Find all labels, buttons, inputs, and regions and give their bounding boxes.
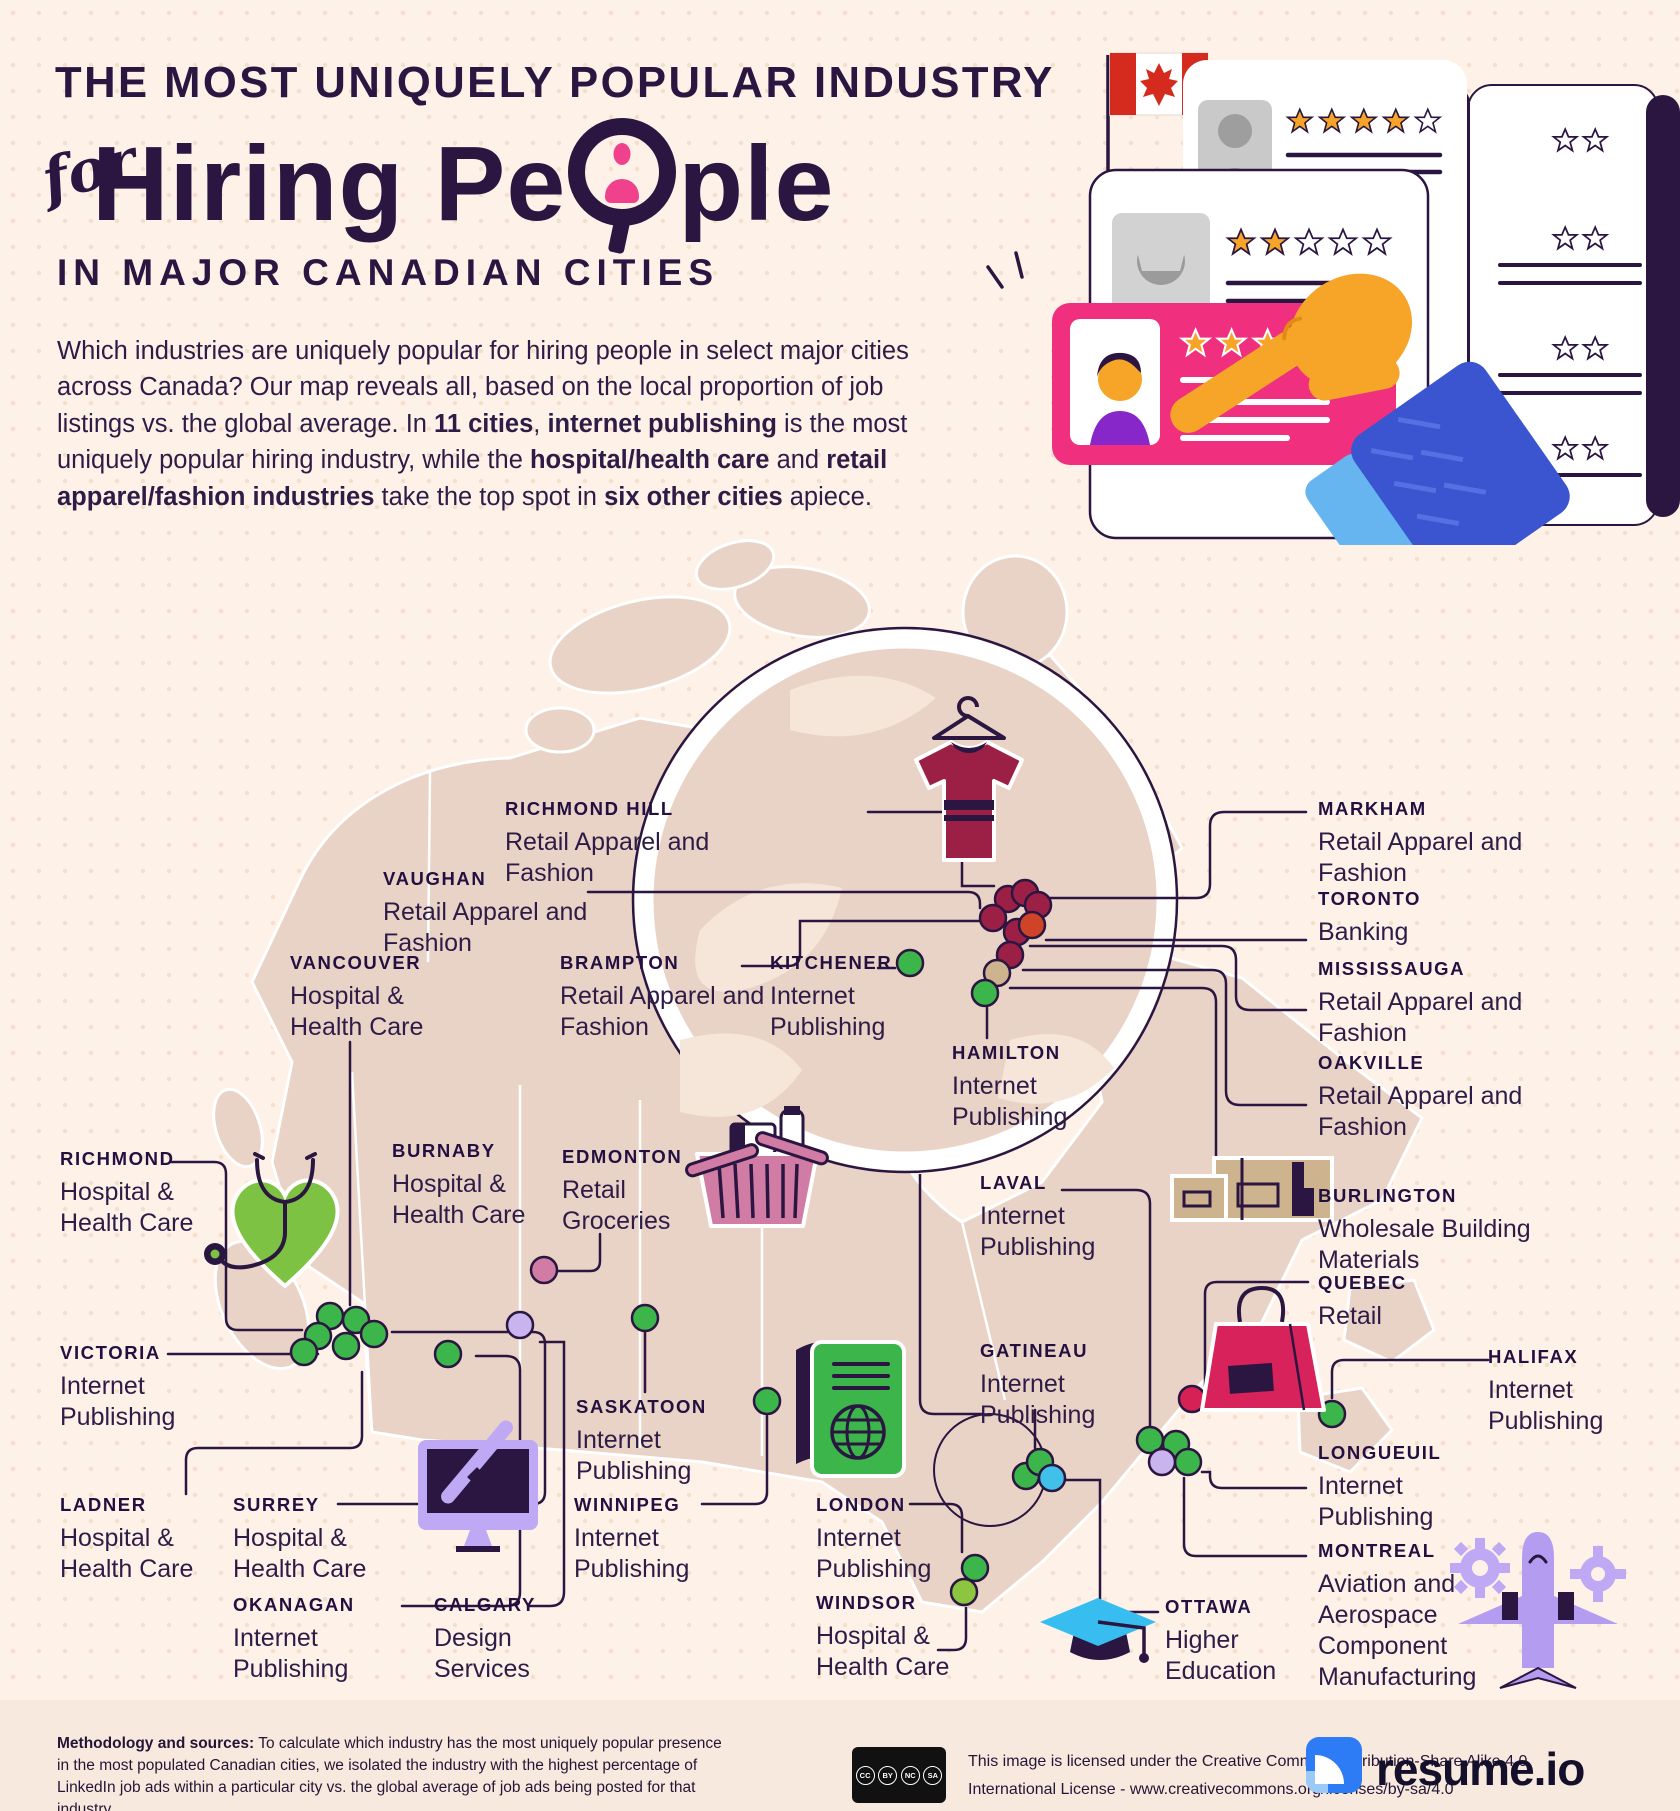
spark-icon bbox=[986, 251, 1024, 289]
connector-longueuil bbox=[1200, 1470, 1308, 1490]
city-label-montreal: MONTREAL Aviation and Aerospace Component… bbox=[1318, 1540, 1477, 1691]
city-label-edmonton: EDMONTON Retail Groceries bbox=[562, 1146, 683, 1235]
toronto-inset-circle bbox=[631, 626, 1179, 1174]
city-dot-ladner bbox=[331, 1331, 361, 1361]
city-label-mississauga: MISSISSAUGA Retail Apparel and Fashion bbox=[1318, 958, 1523, 1047]
city-label-halifax: HALIFAX Internet Publishing bbox=[1488, 1346, 1604, 1435]
aerospace-plane-icon bbox=[1450, 1532, 1626, 1689]
city-label-surrey: SURREY Hospital & Health Care bbox=[233, 1494, 367, 1583]
city-label-brampton: BRAMPTON Retail Apparel and Fashion bbox=[560, 952, 765, 1041]
city-dot-kitchener bbox=[895, 948, 925, 978]
connector-quebec bbox=[1203, 1280, 1310, 1388]
shopping-bag-icon bbox=[1200, 1285, 1326, 1412]
connector-winnipeg bbox=[700, 1414, 769, 1506]
title-hiring-people: Hiring Pe ple bbox=[92, 118, 834, 245]
methodology-text: Methodology and sources: To calculate wh… bbox=[57, 1735, 722, 1811]
city-label-quebec: QUEBEC Retail bbox=[1318, 1272, 1407, 1330]
city-label-richmond: RICHMOND Hospital & Health Care bbox=[60, 1148, 194, 1237]
city-label-vaughan: VAUGHAN Retail Apparel and Fashion bbox=[383, 868, 588, 957]
resume-io-logo-icon bbox=[1306, 1737, 1362, 1793]
city-dot-edmonton bbox=[529, 1255, 559, 1285]
pointing-hand-icon bbox=[1170, 273, 1570, 545]
city-label-vancouver: VANCOUVER Hospital & Health Care bbox=[290, 952, 424, 1041]
city-label-burlington: BURLINGTON Wholesale Building Materials bbox=[1318, 1185, 1531, 1274]
connector-markham bbox=[1048, 810, 1308, 900]
connector-mississauga bbox=[1028, 944, 1308, 1012]
connector-brampton bbox=[740, 919, 981, 968]
intro-paragraph: Which industries are uniquely popular fo… bbox=[57, 337, 909, 511]
passport-icon bbox=[796, 1340, 906, 1478]
city-dot-toronto bbox=[1017, 910, 1047, 940]
city-dot-windsor bbox=[949, 1577, 979, 1607]
connector-laval bbox=[1060, 1188, 1152, 1428]
city-label-okanagan: OKANAGAN Internet Publishing bbox=[233, 1594, 355, 1683]
city-dot-montreal-green bbox=[1173, 1447, 1203, 1477]
gear-icon bbox=[1450, 1538, 1510, 1598]
city-label-toronto: TORONTO Banking bbox=[1318, 888, 1422, 946]
page-title: THE MOST UNIQUELY POPULAR INDUSTRY bbox=[55, 58, 1055, 107]
footer-bar bbox=[0, 1700, 1680, 1811]
city-label-richmond-hill: RICHMOND HILL Retail Apparel and Fashion bbox=[505, 798, 710, 887]
city-dot-hamilton bbox=[970, 978, 1000, 1008]
cc-license-badge-icon: CC BY NC SA bbox=[852, 1747, 946, 1803]
city-label-laval: LAVAL Internet Publishing bbox=[980, 1172, 1096, 1261]
city-dot-london bbox=[960, 1553, 990, 1583]
city-label-markham: MARKHAM Retail Apparel and Fashion bbox=[1318, 798, 1523, 887]
city-label-windsor: WINDSOR Hospital & Health Care bbox=[816, 1592, 950, 1681]
tshirt-icon bbox=[914, 696, 1024, 862]
grocery-basket-icon bbox=[685, 1106, 829, 1228]
graduation-cap-icon bbox=[1040, 1598, 1156, 1663]
building-materials-icon bbox=[1170, 1156, 1334, 1222]
city-dot-montreal bbox=[1147, 1447, 1177, 1477]
city-label-longueuil: LONGUEUIL Internet Publishing bbox=[1318, 1442, 1442, 1531]
connector-calgary bbox=[526, 1340, 566, 1608]
city-dot-surrey bbox=[359, 1319, 389, 1349]
city-label-kitchener: KITCHENER Internet Publishing bbox=[770, 952, 893, 1041]
city-dot-victoria bbox=[289, 1337, 319, 1367]
city-label-saskatoon: SASKATOON Internet Publishing bbox=[576, 1396, 707, 1485]
city-label-winnipeg: WINNIPEG Internet Publishing bbox=[574, 1494, 690, 1583]
city-label-oakville: OAKVILLE Retail Apparel and Fashion bbox=[1318, 1052, 1523, 1141]
city-label-burnaby: BURNABY Hospital & Health Care bbox=[392, 1140, 526, 1229]
connector-edmonton bbox=[556, 1232, 602, 1273]
connector-montreal bbox=[1182, 1476, 1308, 1558]
city-dot-winnipeg bbox=[752, 1386, 782, 1416]
city-label-calgary: CALGARY Design Services bbox=[434, 1594, 536, 1683]
page-subtitle: IN MAJOR CANADIAN CITIES bbox=[57, 252, 720, 293]
city-dots bbox=[289, 878, 1347, 1607]
hero-illustration bbox=[986, 52, 1680, 545]
city-dot-saskatoon bbox=[630, 1303, 660, 1333]
title-hiring-post: ple bbox=[678, 125, 835, 243]
connector-windsor bbox=[936, 1606, 968, 1652]
gear-icon bbox=[1570, 1546, 1626, 1602]
city-label-victoria: VICTORIA Internet Publishing bbox=[60, 1342, 176, 1431]
connector-oakville bbox=[1021, 968, 1308, 1107]
city-label-hamilton: HAMILTON Internet Publishing bbox=[952, 1042, 1068, 1131]
connector-vaughan bbox=[586, 890, 982, 910]
design-monitor-icon bbox=[418, 1420, 538, 1552]
city-dot-brampton bbox=[978, 903, 1008, 933]
connector-london bbox=[908, 1502, 964, 1554]
city-dot-calgary bbox=[505, 1310, 535, 1340]
resume-io-wordmark: resume.io bbox=[1376, 1743, 1585, 1795]
city-label-ottawa: OTTAWA Higher Education bbox=[1165, 1596, 1277, 1685]
connector-richmond bbox=[168, 1160, 304, 1332]
connector-halifax bbox=[1330, 1358, 1490, 1400]
city-dot-ottawa-blue bbox=[1037, 1463, 1067, 1493]
city-label-london: LONDON Internet Publishing bbox=[816, 1494, 932, 1583]
city-label-ladner: LADNER Hospital & Health Care bbox=[60, 1494, 194, 1583]
connector-ladner bbox=[184, 1370, 364, 1496]
city-dot-okanagan bbox=[433, 1339, 463, 1369]
city-label-gatineau: GATINEAU Internet Publishing bbox=[980, 1340, 1096, 1429]
health-heart-icon bbox=[204, 1152, 340, 1289]
title-hiring-pre: Hiring Pe bbox=[92, 125, 567, 243]
